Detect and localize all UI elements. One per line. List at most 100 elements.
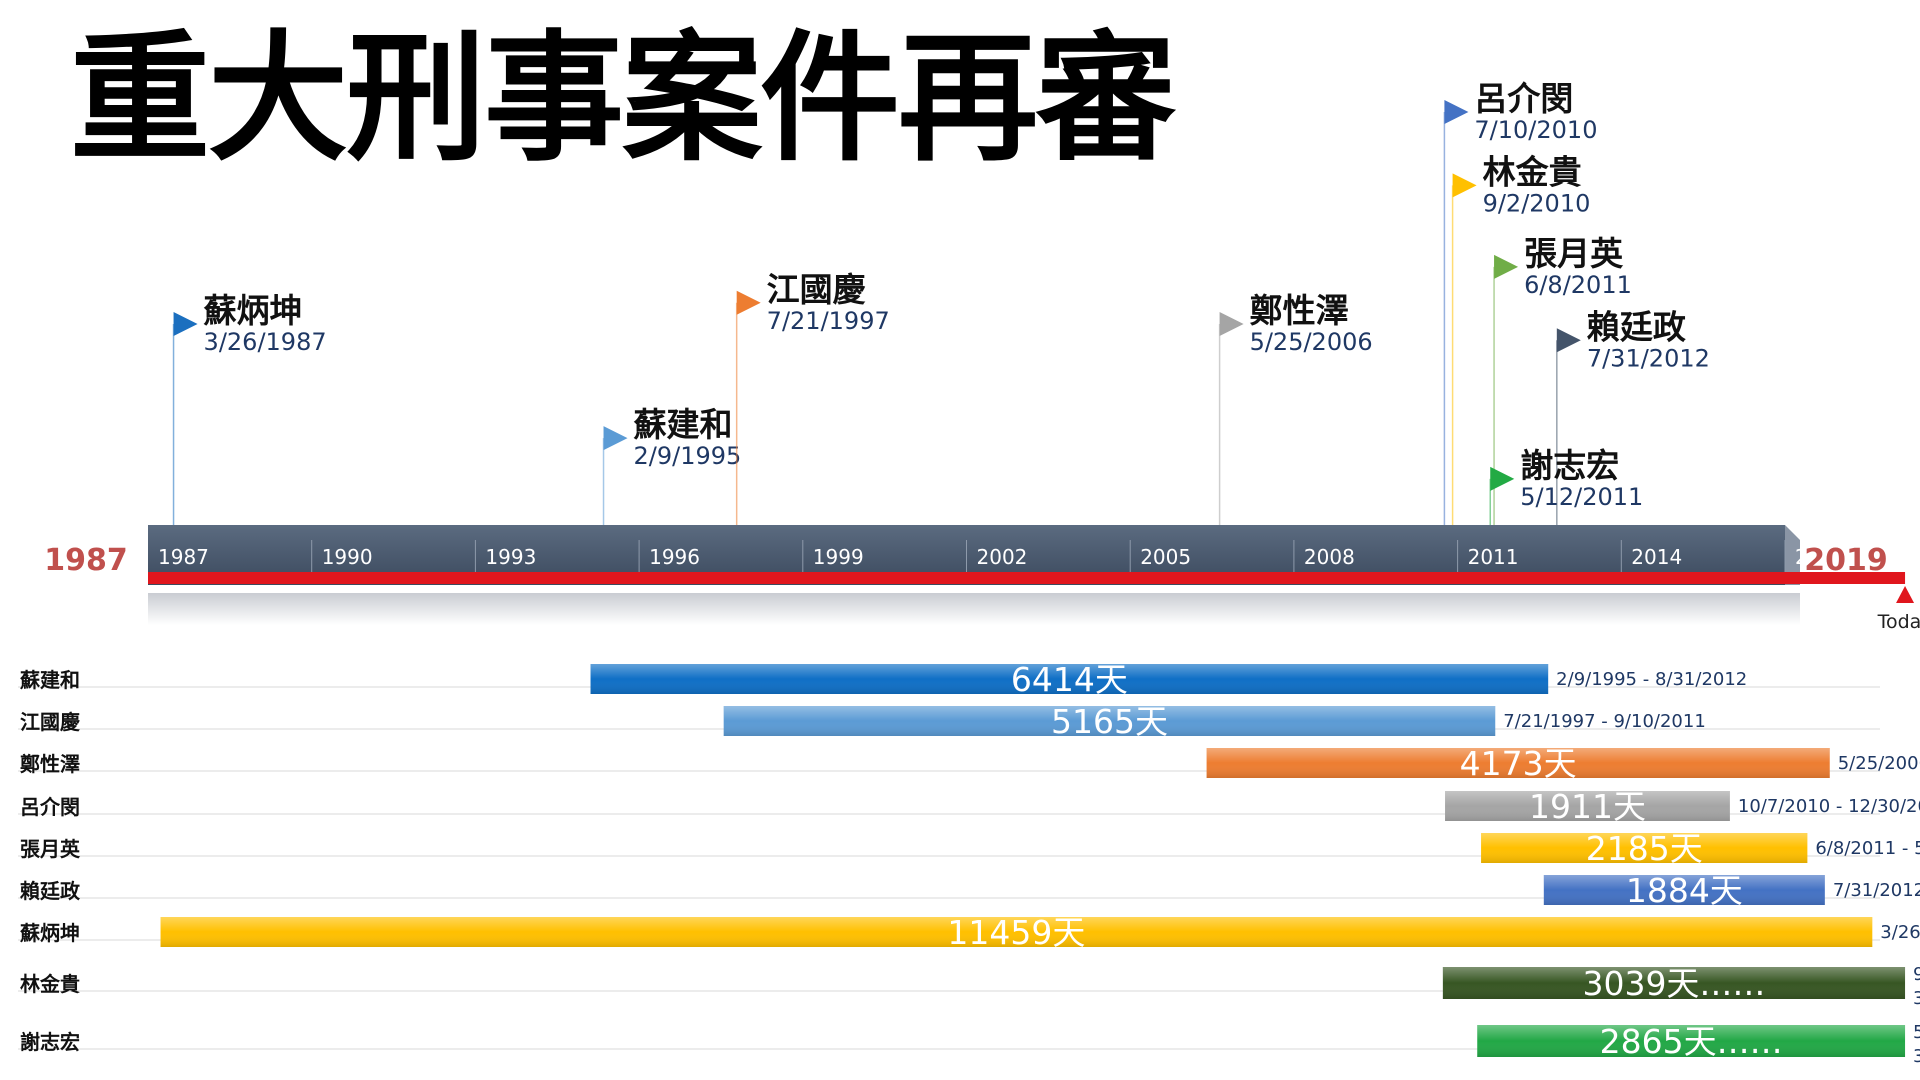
progress-bar xyxy=(148,572,1906,584)
axis-tick-label: 1999 xyxy=(813,545,864,569)
duration-label: 1884天 xyxy=(1626,871,1743,910)
bar-row: 林金貴 3039天…… 9/26/2010 -3/15/2019 xyxy=(18,964,1920,1009)
duration-label: 2185天 xyxy=(1586,829,1703,868)
duration-label: 1911天 xyxy=(1529,787,1646,826)
date-range-label: 7/21/1997 - 9/10/2011 xyxy=(1503,711,1706,732)
row-label: 林金貴 xyxy=(20,972,80,996)
milestone-date: 6/8/2011 xyxy=(1524,271,1632,299)
date-range-label: 6/8/2011 - 5/31/2017 xyxy=(1815,838,1920,859)
axis-tick-label: 1996 xyxy=(649,545,700,569)
milestone-name: 鄭性澤 xyxy=(1250,291,1349,330)
axis-tick-label: 2008 xyxy=(1304,545,1355,569)
milestone-flag-icon xyxy=(1494,254,1519,279)
axis-tick-label: 2002 xyxy=(977,545,1028,569)
milestone-flag-icon xyxy=(1452,173,1477,198)
milestone-date: 7/10/2010 xyxy=(1474,116,1597,144)
date-range-label: 5/25/2006 - 10/26/2017 xyxy=(1838,753,1920,774)
milestone-name: 蘇建和 xyxy=(634,405,733,444)
milestone-flag-icon xyxy=(173,311,198,336)
page-title: 重大刑事案件再審 xyxy=(70,18,1176,181)
milestone-date: 2/9/1995 xyxy=(634,442,742,470)
axis-band-end xyxy=(1785,525,1800,585)
milestone-name: 林金貴 xyxy=(1483,152,1582,191)
milestone-flag-icon xyxy=(736,290,761,315)
duration-bar-shine xyxy=(590,664,1549,694)
milestone-flag-icon xyxy=(1219,311,1244,336)
milestone-name: 張月英 xyxy=(1524,234,1624,273)
milestone-name: 江國慶 xyxy=(767,270,866,309)
axis-start-label: 1987 xyxy=(44,543,128,578)
date-range-label: 10/7/2010 - 12/30/2015 xyxy=(1738,796,1920,817)
milestone-date: 3/26/1987 xyxy=(204,328,327,356)
duration-label: 11459天 xyxy=(947,913,1085,952)
duration-label: 4173天 xyxy=(1460,744,1577,783)
bar-row: 蘇建和 6414天 2/9/1995 - 8/31/2012 xyxy=(18,660,1880,699)
axis-end-label: 2019 xyxy=(1804,543,1888,578)
milestone-name: 謝志宏 xyxy=(1520,446,1619,485)
axis-shadow xyxy=(148,593,1800,625)
milestone-date: 5/12/2011 xyxy=(1520,483,1643,511)
row-label: 呂介閔 xyxy=(20,795,80,819)
bar-row: 蘇炳坤 11459天 3/26/1987 - 8/8/2018 xyxy=(18,913,1920,952)
milestone-flag-icon xyxy=(1490,466,1515,491)
axis-tick-label: 1990 xyxy=(322,545,373,569)
row-label: 張月英 xyxy=(20,837,81,861)
duration-bar-shine xyxy=(160,917,1873,947)
milestone-flag-icon xyxy=(603,426,628,451)
duration-bar-shine xyxy=(1445,791,1730,821)
row-label: 蘇建和 xyxy=(19,668,80,692)
duration-bar-shine xyxy=(1543,875,1825,905)
today-marker xyxy=(1896,586,1915,603)
bar-row: 賴廷政 1884天 7/31/2012 - 9/26/2017 xyxy=(18,871,1920,910)
duration-bar-shine xyxy=(1206,748,1830,778)
today-label: Today xyxy=(1877,611,1920,633)
date-range-label: 2/9/1995 - 8/31/2012 xyxy=(1556,669,1747,690)
milestone-name: 賴廷政 xyxy=(1587,307,1686,346)
milestone-flag-icon xyxy=(1556,328,1581,353)
axis-tick-label: 2011 xyxy=(1468,545,1519,569)
row-label: 江國慶 xyxy=(20,710,80,734)
row-label: 謝志宏 xyxy=(20,1030,80,1054)
date-range-label: 3/26/1987 - 8/8/2018 xyxy=(1880,922,1920,943)
bar-row: 張月英 2185天 6/8/2011 - 5/31/2017 xyxy=(18,829,1920,868)
axis-tick-label: 1993 xyxy=(485,545,536,569)
date-range-label: 7/31/2012 - 9/26/2017 xyxy=(1833,880,1920,901)
duration-bar-shine xyxy=(1442,967,1906,999)
axis-tick-label: 1987 xyxy=(158,545,209,569)
duration-label: 5165天 xyxy=(1051,702,1168,741)
duration-bar-shine xyxy=(1477,1025,1906,1057)
bar-row: 呂介閔 1911天 10/7/2010 - 12/30/2015 xyxy=(18,787,1920,826)
duration-bar-shine xyxy=(1481,833,1808,863)
axis-tick-label: 2017 xyxy=(1795,545,1846,569)
duration-label: 2865天…… xyxy=(1600,1022,1783,1061)
bar-row: 江國慶 5165天 7/21/1997 - 9/10/2011 xyxy=(18,702,1880,741)
bar-row: 鄭性澤 4173天 5/25/2006 - 10/26/2017 xyxy=(18,744,1920,783)
milestone-date: 7/31/2012 xyxy=(1587,344,1710,372)
duration-label: 6414天 xyxy=(1011,660,1128,699)
axis-tick-label: 2005 xyxy=(1140,545,1191,569)
row-label: 鄭性澤 xyxy=(20,752,80,776)
axis-tick-label: 2014 xyxy=(1631,545,1682,569)
milestone-name: 呂介閔 xyxy=(1474,79,1573,118)
milestone-date: 7/21/1997 xyxy=(767,307,890,335)
milestone-date: 5/25/2006 xyxy=(1250,328,1373,356)
milestone-date: 9/2/2010 xyxy=(1483,189,1591,217)
date-range-label: 5/12/2011 -3/15/2019 xyxy=(1913,1022,1920,1067)
duration-bar-shine xyxy=(723,706,1496,736)
milestone-name: 蘇炳坤 xyxy=(204,291,303,330)
date-range-label: 9/26/2010 -3/15/2019 xyxy=(1913,964,1920,1009)
bar-row: 謝志宏 2865天…… 5/12/2011 -3/15/2019 xyxy=(18,1022,1920,1067)
duration-label: 3039天…… xyxy=(1582,964,1765,1003)
row-label: 賴廷政 xyxy=(20,879,81,903)
milestone-flag-icon xyxy=(1444,100,1469,124)
